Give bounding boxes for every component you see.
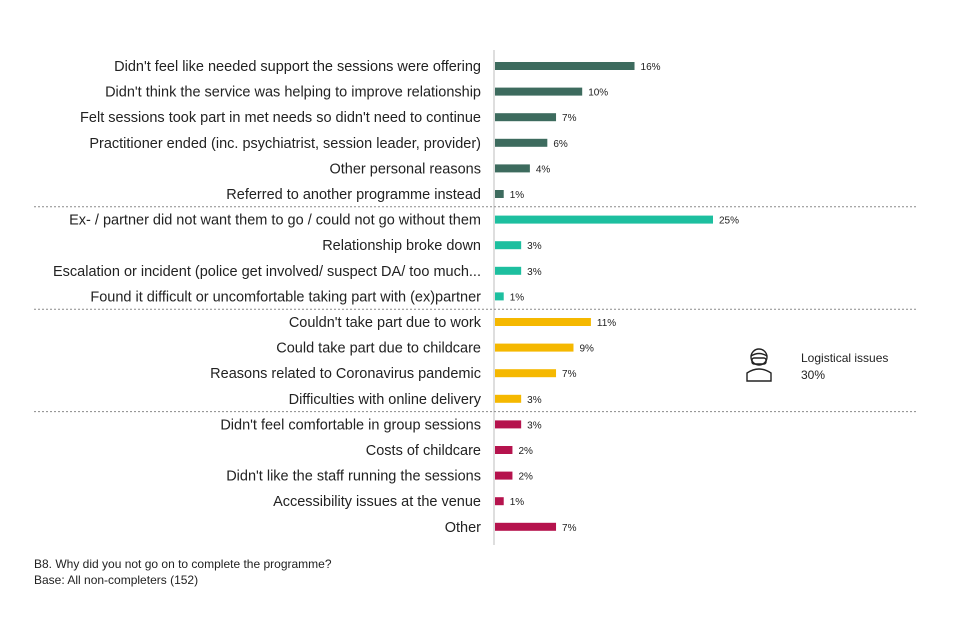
value-label-practitioner-ended-inc-psychiatrist-sess: 6% <box>553 139 568 150</box>
legend-other: Other 15% <box>731 448 912 500</box>
category-label-could-take-part-due-to-childcare: Could take part due to childcare <box>276 341 481 357</box>
meeting-icon <box>741 110 781 144</box>
footnote-question: B8. Why did you not go on to complete th… <box>34 557 332 571</box>
bar-referred-to-another-programme-instead <box>495 190 504 198</box>
value-label-difficulties-with-online-delivery: 3% <box>527 395 542 406</box>
value-label-accessibility-issues-at-the-venue: 1% <box>510 497 525 508</box>
bar-didn-t-feel-comfortable-in-group-session <box>495 420 522 429</box>
category-label-other: Other <box>445 520 481 536</box>
group-separators <box>34 206 918 413</box>
legend-not-appropriate: Not appropriate 44% <box>731 101 912 153</box>
value-label-referred-to-another-programme-instead: 1% <box>510 190 525 201</box>
value-label-escalation-or-incident-police-get-involv: 3% <box>527 267 542 278</box>
category-label-difficulties-with-online-delivery: Difficulties with online delivery <box>289 392 482 408</box>
bar-found-it-difficult-or-uncomfortable-taki <box>495 292 504 301</box>
family-home-icon <box>742 244 780 276</box>
bar-didn-t-like-the-staff-running-the-sessio <box>495 471 513 480</box>
masked-person-icon <box>746 348 772 382</box>
category-label-practitioner-ended-inc-psychiatrist-sess: Practitioner ended (inc. psychiatrist, s… <box>89 136 481 152</box>
legend-logistical-issues-value: 30% <box>801 368 826 382</box>
bar-costs-of-childcare <box>495 446 513 454</box>
bar-felt-sessions-took-part-in-met-needs-so- <box>495 113 557 122</box>
category-label-escalation-or-incident-police-get-involv: Escalation or incident (police get invol… <box>53 264 481 280</box>
value-label-felt-sessions-took-part-in-met-needs-so-: 7% <box>562 113 577 124</box>
bar-couldn-t-take-part-due-to-work <box>495 318 591 326</box>
category-label-costs-of-childcare: Costs of childcare <box>366 443 481 459</box>
footnote-base: Base: All non-completers (152) <box>34 573 199 587</box>
value-label-other-personal-reasons: 4% <box>536 164 551 175</box>
value-label-could-take-part-due-to-childcare: 9% <box>579 344 594 355</box>
value-label-didn-t-feel-comfortable-in-group-session: 3% <box>527 420 542 431</box>
category-label-didn-t-feel-like-needed-support-the-sess: Didn't feel like needed support the sess… <box>114 59 481 75</box>
category-label-ex-partner-did-not-want-them-to-go-could: Ex- / partner did not want them to go / … <box>69 213 481 229</box>
value-label-couldn-t-take-part-due-to-work: 11% <box>597 318 616 329</box>
chart-rows: Didn't feel like needed support the sess… <box>53 50 739 545</box>
legend-not-appropriate-value: 44% <box>801 131 826 145</box>
bar-didn-t-think-the-service-was-helping-to- <box>495 87 583 96</box>
value-label-found-it-difficult-or-uncomfortable-taki: 1% <box>510 292 525 303</box>
bar-difficulties-with-online-delivery <box>495 394 522 403</box>
legend-partner-participation-name: Partner participation <box>801 246 909 260</box>
legend-other-name: Other <box>801 461 832 475</box>
value-label-other: 7% <box>562 523 577 534</box>
people-icon <box>746 459 776 493</box>
category-label-couldn-t-take-part-due-to-work: Couldn't take part due to work <box>289 315 482 331</box>
legend-logistical-issues: Logistical issues 30% <box>731 338 912 390</box>
category-label-found-it-difficult-or-uncomfortable-taki: Found it difficult or uncomfortable taki… <box>90 289 481 305</box>
category-label-reasons-related-to-coronavirus-pandemic: Reasons related to Coronavirus pandemic <box>210 366 481 382</box>
bar-other-personal-reasons <box>495 164 530 173</box>
category-label-didn-t-feel-comfortable-in-group-session: Didn't feel comfortable in group session… <box>220 417 481 433</box>
value-label-costs-of-childcare: 2% <box>518 446 533 457</box>
legend-logistical-issues-name: Logistical issues <box>801 351 889 365</box>
value-label-didn-t-think-the-service-was-helping-to-: 10% <box>588 88 608 99</box>
legend-partner-participation: Partner participation 32% <box>731 233 912 285</box>
category-label-didn-t-like-the-staff-running-the-sessio: Didn't like the staff running the sessio… <box>226 469 481 485</box>
legend-other-value: 15% <box>801 478 826 492</box>
bar-escalation-or-incident-police-get-involv <box>495 266 522 275</box>
bar-ex-partner-did-not-want-them-to-go-could <box>495 215 713 224</box>
bar-practitioner-ended-inc-psychiatrist-sess <box>495 138 548 147</box>
value-label-ex-partner-did-not-want-them-to-go-could: 25% <box>719 216 739 227</box>
category-label-didn-t-think-the-service-was-helping-to-: Didn't think the service was helping to … <box>105 85 481 101</box>
category-label-felt-sessions-took-part-in-met-needs-so-: Felt sessions took part in met needs so … <box>80 110 481 126</box>
bar-accessibility-issues-at-the-venue <box>495 497 504 506</box>
bar-reasons-related-to-coronavirus-pandemic <box>495 369 557 378</box>
bar-didn-t-feel-like-needed-support-the-sess <box>495 62 635 70</box>
category-label-relationship-broke-down: Relationship broke down <box>322 238 481 254</box>
category-label-referred-to-another-programme-instead: Referred to another programme instead <box>226 187 481 203</box>
value-label-relationship-broke-down: 3% <box>527 241 542 252</box>
legend-partner-participation-value: 32% <box>801 263 826 277</box>
bar-could-take-part-due-to-childcare <box>495 343 574 352</box>
value-label-didn-t-feel-like-needed-support-the-sess: 16% <box>641 62 661 73</box>
value-label-reasons-related-to-coronavirus-pandemic: 7% <box>562 369 577 380</box>
category-label-accessibility-issues-at-the-venue: Accessibility issues at the venue <box>273 494 481 510</box>
value-label-didn-t-like-the-staff-running-the-sessio: 2% <box>518 472 533 483</box>
bar-relationship-broke-down <box>495 241 522 250</box>
bar-other <box>495 522 557 531</box>
legend-not-appropriate-name: Not appropriate <box>801 114 884 128</box>
category-label-other-personal-reasons: Other personal reasons <box>329 161 481 177</box>
